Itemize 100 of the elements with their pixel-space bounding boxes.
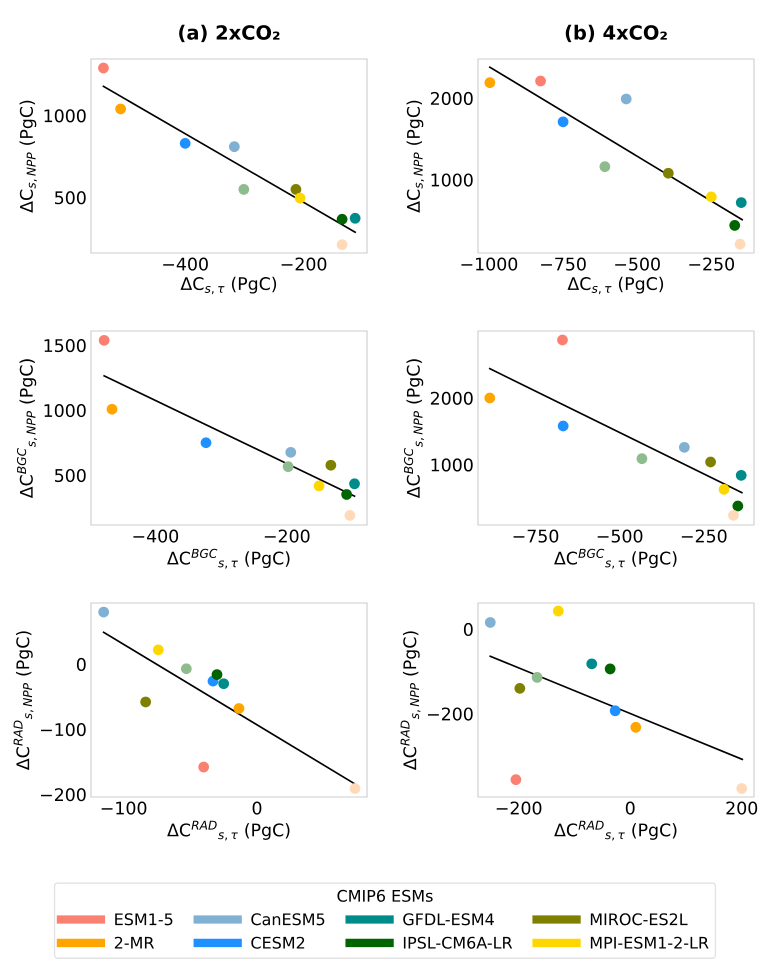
legend-label: IPSL-CM6A-LR: [404, 936, 512, 949]
legend-label: MIROC-ES2L: [590, 913, 688, 926]
point: [558, 116, 568, 128]
point: [736, 470, 747, 481]
point: [736, 197, 747, 208]
y-tick-label: 0: [464, 622, 473, 636]
y-tick-label: −200: [428, 707, 473, 721]
point: [325, 460, 336, 471]
y-tick-label: 1000: [44, 404, 86, 418]
legend-label: GFDL-ESM4: [403, 913, 494, 926]
x-tick-label: −500: [598, 529, 642, 543]
y-axis-title: ΔC$^{RAD}$$_{s,NPP}$ (PgC): [400, 631, 420, 770]
y-tick-label: 0: [76, 658, 86, 672]
point: [734, 238, 746, 250]
point: [484, 617, 496, 628]
x-tick-label: −250: [689, 257, 734, 271]
point: [336, 214, 348, 225]
y-tick-label: 1000: [432, 458, 473, 472]
point: [218, 678, 230, 690]
point: [557, 334, 568, 346]
x-tick-label: −500: [615, 257, 660, 271]
point: [200, 437, 212, 448]
chart-title: (a) 2xCO₂: [179, 24, 280, 42]
point: [212, 669, 222, 680]
x-axis-title: ΔC$^{RAD}$$_{s,τ}$ (PgC): [554, 820, 676, 841]
point: [290, 184, 302, 195]
point: [552, 606, 564, 616]
x-axis-title: ΔC$^{BGC}$$_{s,τ}$ (PgC): [167, 548, 290, 569]
y-tick-label: 1000: [432, 173, 473, 187]
point: [98, 62, 109, 74]
point: [604, 664, 616, 674]
y-axis-title: ΔC$_{s,NPP}$ (PgC): [20, 100, 37, 213]
point: [678, 442, 690, 453]
x-axis-title: ΔC$^{RAD}$$_{s,τ}$ (PgC): [167, 820, 290, 841]
y-axis-title: ΔC$^{RAD}$$_{s,NPP}$ (PgC): [14, 631, 34, 770]
point: [228, 141, 240, 152]
point: [115, 104, 126, 114]
point: [336, 239, 348, 250]
point: [350, 783, 360, 794]
x-tick-label: −400: [133, 529, 178, 543]
y-axis-title: ΔC$_{s,NPP}$ (PgC): [406, 100, 424, 213]
point: [314, 480, 324, 492]
point: [736, 783, 748, 794]
x-tick-label: −250: [682, 529, 727, 543]
point: [282, 461, 294, 472]
y-tick-label: 1500: [44, 339, 86, 352]
y-axis-title: ΔC$^{BGC}$$_{s,NPP}$ (PgC): [16, 359, 37, 498]
point: [729, 220, 740, 231]
point: [484, 77, 496, 88]
legend-label: ESM1-5: [115, 913, 172, 926]
x-tick-label: −750: [541, 257, 586, 271]
point: [535, 76, 546, 86]
point: [349, 478, 360, 490]
point: [558, 420, 569, 432]
point: [140, 696, 152, 708]
legend-label: CanESM5: [251, 913, 324, 926]
x-tick-label: 200: [726, 801, 758, 815]
y-tick-label: 2000: [430, 392, 473, 405]
point: [532, 672, 542, 683]
point: [610, 705, 621, 716]
legend-label: MPI-ESM1-2-LR: [590, 936, 709, 949]
point: [98, 606, 110, 618]
point: [285, 446, 296, 458]
point: [180, 138, 191, 149]
point: [180, 663, 192, 674]
y-tick-label: −100: [40, 723, 86, 736]
point: [238, 184, 250, 195]
point: [514, 682, 526, 694]
x-tick-label: −200: [496, 801, 542, 815]
x-tick-label: 0: [252, 801, 262, 815]
x-tick-label: −400: [163, 257, 208, 271]
x-axis-title: ΔC$_{s,τ}$ (PgC): [180, 276, 276, 294]
point: [705, 456, 716, 468]
point: [600, 161, 610, 172]
x-axis-title: ΔC$_{s,τ}$ (PgC): [568, 276, 664, 294]
x-tick-label: −200: [282, 257, 326, 271]
legend-title: CMIP6 ESMs: [337, 890, 433, 902]
point: [662, 168, 674, 179]
x-axis-title: ΔC$^{BGC}$$_{s,τ}$ (PgC): [554, 548, 677, 569]
y-tick-label: 1000: [44, 109, 86, 122]
x-tick-label: 0: [626, 801, 635, 815]
x-tick-label: −200: [264, 529, 310, 543]
point: [106, 404, 118, 415]
point: [484, 392, 496, 404]
point: [732, 500, 744, 512]
x-tick-label: −750: [514, 529, 558, 543]
x-tick-label: −1000: [461, 257, 518, 271]
point: [341, 489, 352, 500]
point: [718, 484, 730, 495]
point: [636, 453, 648, 464]
point: [198, 762, 210, 772]
point: [234, 703, 244, 714]
y-tick-label: 500: [55, 468, 86, 482]
point: [630, 722, 642, 733]
y-tick-label: 2000: [430, 92, 473, 105]
y-axis-title: ΔC$^{BGC}$$_{s,NPP}$ (PgC): [404, 359, 424, 498]
point: [620, 94, 632, 104]
legend-label: CESM2: [251, 936, 304, 949]
point: [586, 658, 598, 670]
y-tick-label: 500: [55, 191, 86, 204]
